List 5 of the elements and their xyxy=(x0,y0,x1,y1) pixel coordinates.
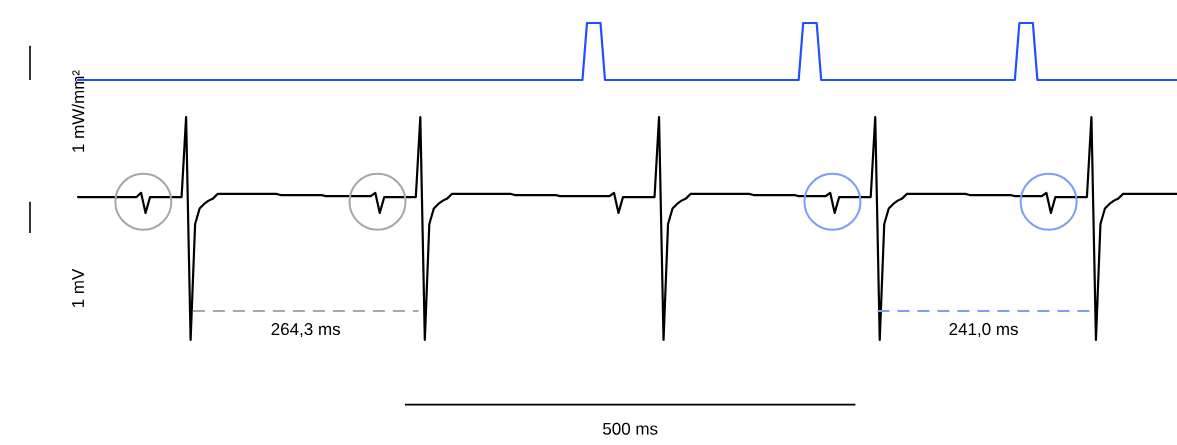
y-axis-title: 1 mW/mm² xyxy=(71,70,85,152)
annotation: 264,3 ms xyxy=(271,323,340,338)
y-axis-title: 1 mV xyxy=(72,268,84,308)
x-axis-title: 500 ms xyxy=(603,422,658,435)
annotation: 241,0 ms xyxy=(949,323,1018,338)
